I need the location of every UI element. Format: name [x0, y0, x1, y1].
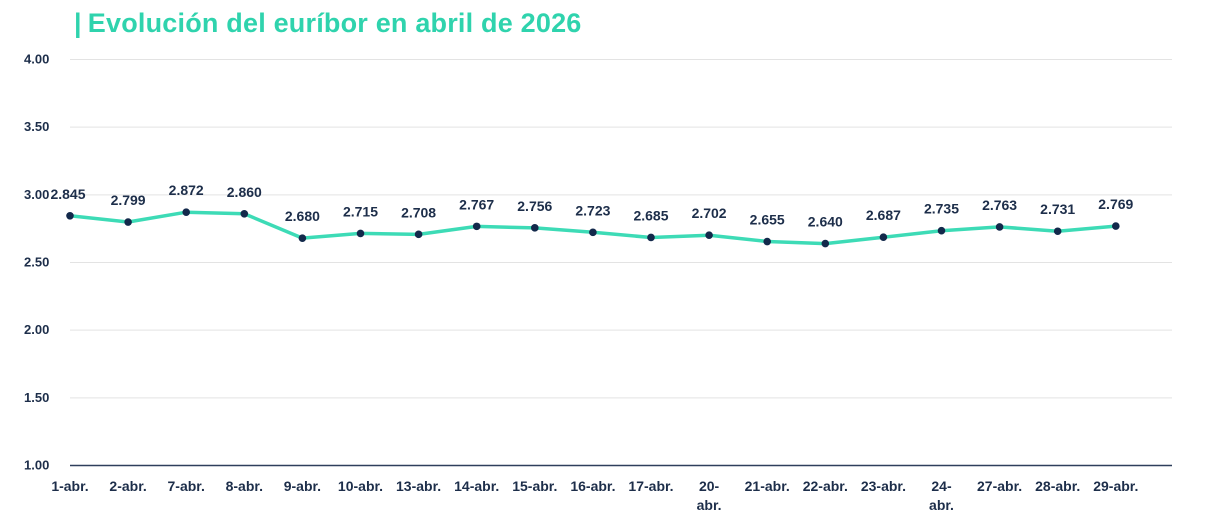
data-point [589, 228, 597, 237]
x-tick-label: 15-abr. [512, 478, 557, 494]
data-point [647, 233, 655, 242]
y-tick-label: 1.00 [24, 458, 49, 473]
data-point [763, 237, 771, 246]
y-tick-label: 3.50 [24, 119, 49, 134]
x-tick-label: 20-abr. [697, 478, 722, 513]
y-tick-label: 2.00 [24, 322, 49, 337]
data-point [414, 230, 423, 239]
x-tick-label: 21-abr. [745, 478, 790, 494]
data-point [821, 239, 830, 248]
data-label: 2.702 [692, 205, 727, 221]
x-tick-label: 14-abr. [454, 478, 499, 494]
data-label: 2.872 [169, 182, 204, 198]
data-label: 2.655 [750, 212, 785, 228]
data-label: 2.708 [401, 204, 436, 220]
x-axis: 1-abr. 2-abr. 7-abr. 8-abr. 9-abr. 10-abr. 13-… [51, 464, 1172, 513]
x-tick-label: 1-abr. [51, 478, 88, 494]
data-label: 2.735 [924, 201, 959, 217]
chart-title-text: Evolución del euríbor en abril de 2026 [87, 8, 582, 38]
x-tick-label: 17-abr. [628, 478, 673, 494]
x-tick-label: 24-abr. [929, 478, 954, 513]
data-point [1112, 222, 1120, 230]
data-point [356, 229, 365, 238]
data-point [124, 218, 132, 226]
data-label: 2.685 [633, 207, 668, 223]
data-label: 2.756 [517, 198, 552, 214]
x-tick-label: 13-abr. [396, 478, 441, 494]
data-point [937, 226, 946, 235]
data-label: 2.860 [227, 184, 262, 200]
x-tick-label: 16-abr. [570, 478, 615, 494]
data-label: 2.731 [1040, 201, 1075, 217]
data-label: 2.845 [50, 186, 85, 202]
data-label: 2.767 [459, 196, 494, 212]
title-accent-bar: | [74, 8, 82, 38]
data-label: 2.763 [982, 197, 1017, 213]
data-point [240, 209, 249, 218]
data-point [531, 224, 539, 232]
data-point [182, 208, 190, 216]
y-tick-label: 3.00 [24, 187, 49, 202]
data-label: 2.680 [285, 208, 320, 224]
data-label: 2.799 [111, 192, 146, 208]
chart-title: | Evolución del euríbor en abril de 2026 [74, 8, 582, 39]
data-label: 2.769 [1098, 196, 1133, 212]
x-tick-label: 28-abr. [1035, 478, 1080, 494]
data-label: 2.723 [575, 202, 610, 218]
data-point [1053, 227, 1062, 236]
x-tick-label: 22-abr. [803, 478, 848, 494]
data-point [298, 234, 307, 242]
data-label: 2.687 [866, 207, 901, 223]
data-points [66, 208, 1120, 248]
x-tick-label: 27-abr. [977, 478, 1022, 494]
x-tick-label: 23-abr. [861, 478, 906, 494]
data-point [66, 212, 74, 220]
data-label: 2.640 [808, 214, 843, 230]
data-labels: 2.845 2.799 2.872 2.860 2.680 2.715 2.708 2.767… [50, 182, 1133, 229]
data-point [879, 233, 888, 241]
x-tick-label: 9-abr. [284, 478, 321, 494]
y-tick-label: 1.50 [24, 390, 49, 405]
data-label: 2.715 [343, 203, 378, 219]
data-point [705, 231, 713, 239]
gridlines [70, 59, 1172, 399]
x-tick-label: 7-abr. [168, 478, 205, 494]
data-point [995, 223, 1004, 231]
x-tick-label: 8-abr. [226, 478, 263, 494]
y-axis: 1.00 1.50 2.00 2.50 3.00 3.50 4.00 [24, 52, 49, 473]
y-tick-label: 2.50 [24, 255, 49, 270]
data-point [472, 222, 481, 231]
x-tick-label: 2-abr. [109, 478, 146, 494]
y-tick-label: 4.00 [24, 52, 49, 67]
x-tick-label: 29-abr. [1093, 478, 1138, 494]
x-tick-label: 10-abr. [338, 478, 383, 494]
